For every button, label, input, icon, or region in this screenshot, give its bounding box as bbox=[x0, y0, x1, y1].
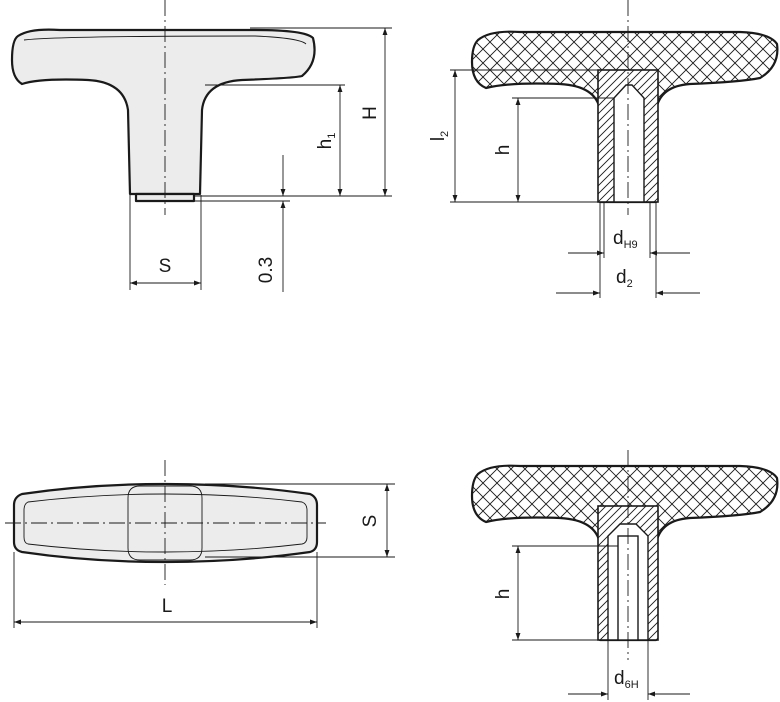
label-l2: l2 bbox=[428, 131, 451, 141]
knob-body-front-edge bbox=[23, 35, 307, 45]
label-s-bottom: S bbox=[360, 515, 381, 528]
label-h-top: h bbox=[493, 145, 514, 156]
section-view-bottom: h d6H bbox=[470, 450, 779, 700]
knob-top-view-bevel bbox=[23, 493, 308, 553]
label-d6h: d6H bbox=[614, 668, 639, 691]
threaded-hole-top bbox=[613, 84, 645, 203]
label-s: S bbox=[159, 256, 172, 277]
knob-top-view-hub bbox=[127, 485, 203, 561]
section-view-top: l2 h dH9 d2 bbox=[428, 0, 779, 298]
label-d2: d2 bbox=[616, 267, 633, 290]
knob-body-front bbox=[10, 28, 316, 196]
label-H: H bbox=[360, 106, 381, 120]
label-L: L bbox=[162, 596, 173, 617]
label-dh9: dH9 bbox=[613, 228, 638, 251]
label-clearance: 0.3 bbox=[256, 257, 277, 283]
label-h-bottom: h bbox=[493, 589, 514, 600]
front-view: S H h1 0.3 bbox=[10, 0, 392, 292]
top-view: S L bbox=[5, 460, 395, 628]
label-h1: h1 bbox=[315, 133, 338, 150]
